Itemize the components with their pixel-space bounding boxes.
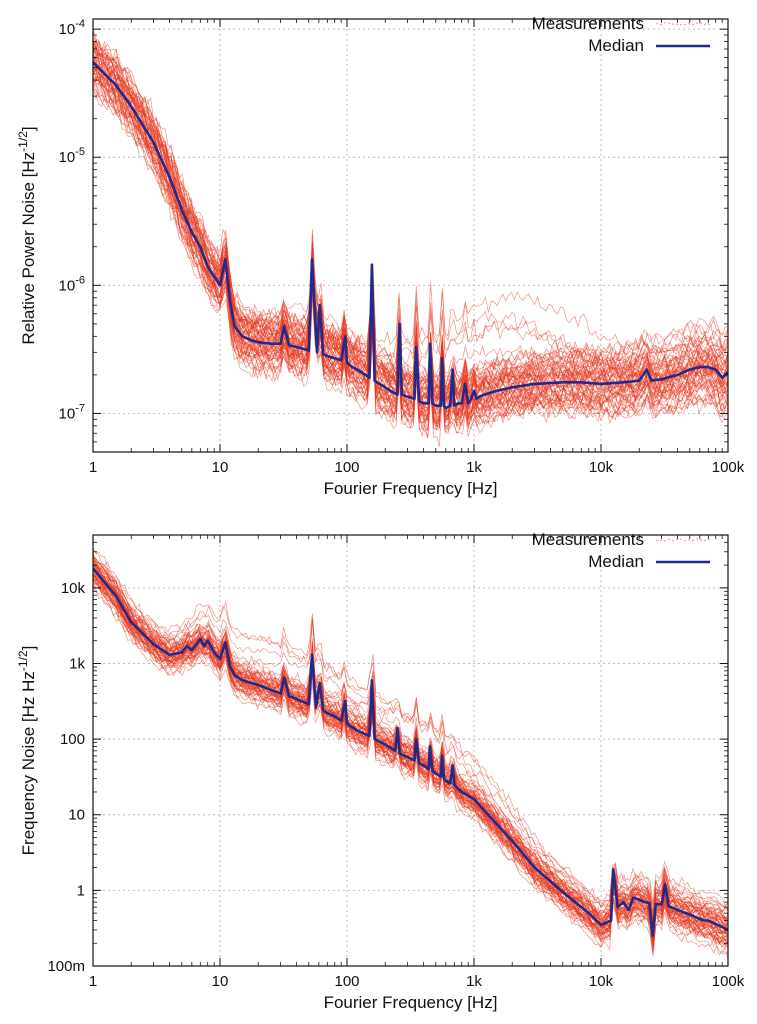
measurement-trace [93, 557, 728, 930]
y-tick-label: 10-5 [59, 146, 85, 166]
measurement-trace [93, 78, 728, 432]
legend-swatch-measurements [707, 539, 711, 541]
measurement-trace [93, 561, 728, 912]
y-axis-label: Frequency Noise [Hz Hz-1/2] [16, 646, 38, 856]
legend-swatch-measurements [703, 539, 707, 542]
legend-swatch-measurements [687, 539, 691, 541]
legend-swatch-measurements [699, 538, 703, 542]
measurement-trace [93, 76, 728, 424]
x-axis-label: Fourier Frequency [Hz] [324, 479, 498, 498]
y-tick-label: 10 [68, 807, 85, 824]
legend-swatch-measurements [687, 22, 691, 25]
x-tick-label: 100 [334, 973, 359, 990]
x-tick-label: 10 [212, 459, 229, 476]
measurement-trace [93, 68, 728, 422]
measurement-trace [93, 568, 728, 928]
legend-swatch-measurements [655, 539, 659, 542]
median-line [93, 61, 728, 410]
x-tick-label: 10k [589, 973, 614, 990]
x-tick-label: 100k [712, 459, 745, 476]
measurement-trace [93, 551, 728, 923]
legend-swatch-measurements [655, 22, 659, 25]
legend-swatch-measurements [699, 23, 703, 25]
legend-label-median: Median [588, 552, 644, 571]
measurement-trace [93, 36, 728, 390]
x-tick-label: 1k [466, 459, 482, 476]
measurement-trace [93, 570, 728, 945]
x-tick-label: 10 [212, 973, 229, 990]
y-tick-label: 10-6 [59, 274, 85, 294]
y-tick-label: 1k [69, 655, 85, 672]
legend-swatch-measurements [663, 539, 667, 542]
legend-swatch-measurements [671, 539, 675, 542]
measurement-trace [93, 85, 728, 419]
y-tick-label: 10-7 [59, 402, 85, 422]
measurement-trace [93, 562, 728, 930]
measurement-trace [93, 555, 728, 914]
measurement-trace [93, 84, 728, 439]
legend-swatch-measurements [691, 23, 695, 26]
measurement-trace [93, 561, 728, 923]
measurement-traces [93, 27, 728, 447]
x-tick-label: 100 [334, 459, 359, 476]
plot-frame [92, 18, 729, 453]
measurement-trace [93, 577, 728, 952]
legend-label-median: Median [588, 36, 644, 55]
legend-swatch-measurements [683, 539, 687, 542]
x-axis-label: Fourier Frequency [Hz] [324, 993, 498, 1012]
y-axis-label: Relative Power Noise [Hz-1/2] [16, 126, 38, 344]
measurement-trace [93, 574, 728, 956]
y-tick-label: 10-4 [59, 18, 85, 38]
x-tick-label: 1k [466, 973, 482, 990]
legend-label-measurements: Measurements [532, 530, 644, 549]
measurement-trace [93, 46, 728, 397]
x-tick-label: 1 [89, 973, 97, 990]
legend-swatch-measurements [659, 539, 663, 541]
measurement-trace [93, 42, 728, 396]
measurement-trace [93, 551, 728, 930]
legend-swatch-measurements [675, 23, 679, 26]
measurement-trace [93, 556, 728, 927]
measurement-trace [93, 547, 728, 907]
measurement-trace [93, 64, 728, 422]
measurement-trace [93, 61, 728, 389]
median-line [93, 567, 728, 938]
measurement-trace [93, 558, 728, 922]
legend-label-measurements: Measurements [532, 14, 644, 33]
x-tick-label: 1 [89, 459, 97, 476]
measurement-trace [93, 555, 728, 914]
measurement-trace [93, 575, 728, 938]
y-tick-label: 100 [60, 731, 85, 748]
chart-panel-1: 1 10 100 1k 10k 100k 10-7 10-6 10-5 10-4 Fourier F… [16, 14, 745, 498]
legend-swatch-measurements [707, 23, 711, 26]
legend-swatch-measurements [691, 539, 695, 542]
legend-swatch-measurements [703, 23, 707, 26]
measurement-trace [93, 549, 728, 909]
y-tick-label: 1 [77, 882, 85, 899]
y-tick-label: 10k [61, 580, 86, 597]
measurement-trace [93, 38, 728, 389]
legend: Measurements Median [532, 14, 711, 55]
y-tick-label: 100m [47, 958, 85, 975]
measurement-trace [93, 578, 728, 942]
x-tick-label: 100k [712, 973, 745, 990]
measurement-trace [93, 555, 728, 922]
legend-swatch-measurements [659, 23, 663, 26]
legend-swatch-measurements [679, 23, 683, 26]
legend-swatch-measurements [667, 538, 671, 541]
x-tick-label: 10k [589, 459, 614, 476]
legend: Measurements Median [532, 530, 711, 571]
